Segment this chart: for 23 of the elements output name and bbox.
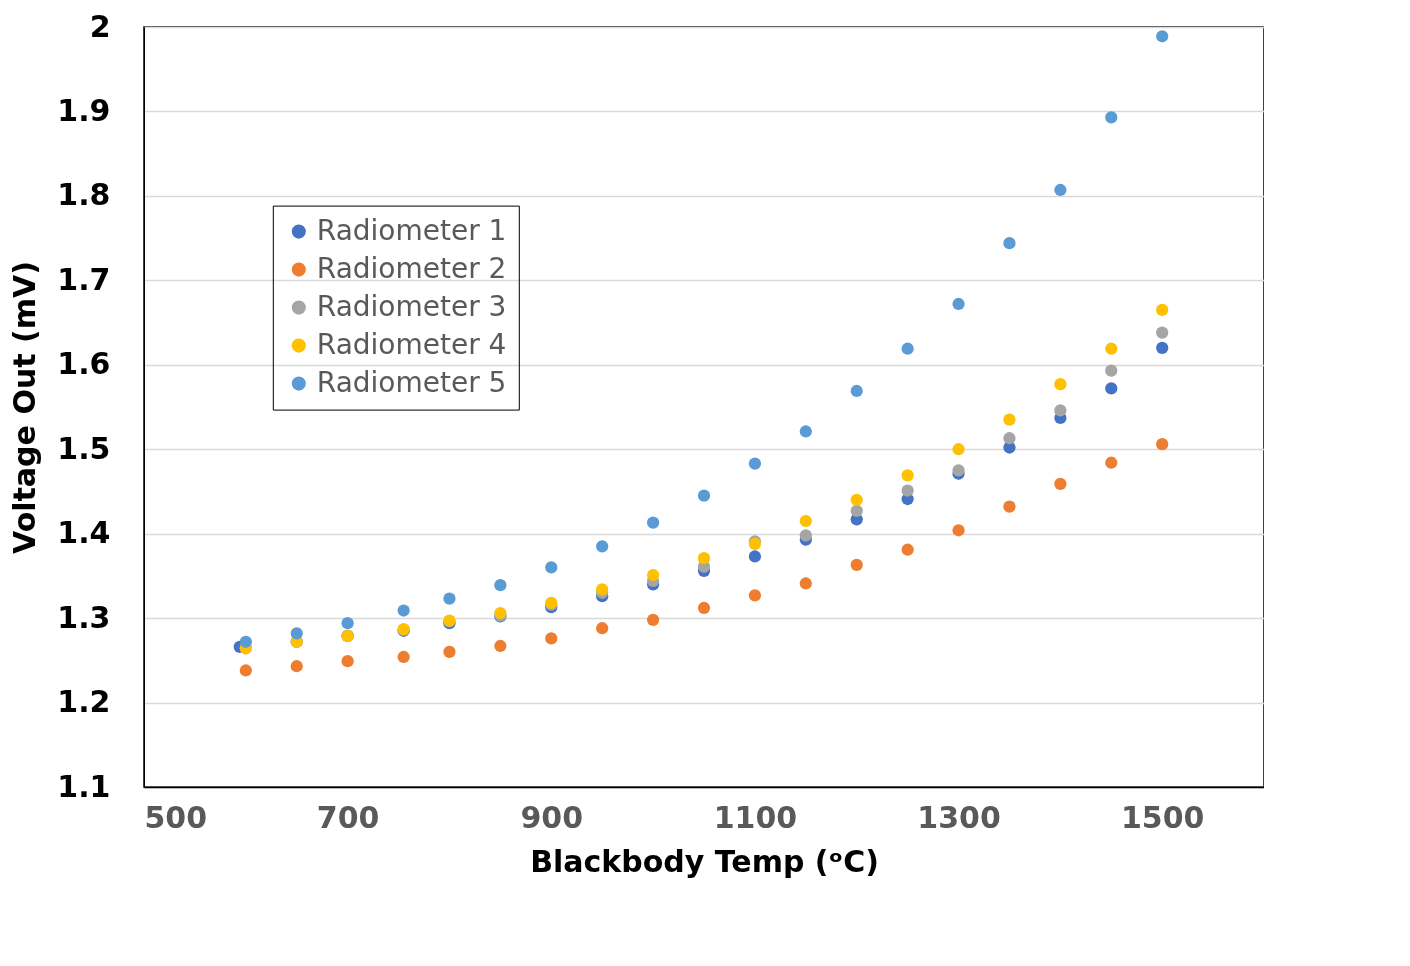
x-tick-label: 900 (520, 799, 584, 835)
y-tick-label: 1.5 (57, 430, 111, 466)
y-tick-label: 1.1 (57, 768, 111, 804)
legend-label: Radiometer 3 (316, 289, 507, 323)
y-tick-label: 1.7 (57, 261, 111, 297)
y-tick-label: 1.9 (57, 92, 111, 128)
x-tick-label: 700 (316, 799, 380, 835)
x-tick-label: 1300 (917, 799, 1001, 835)
x-tick-label: 500 (144, 799, 208, 835)
x-tick-label: 1100 (713, 799, 798, 835)
legend-label: Radiometer 4 (316, 327, 507, 361)
legend-label: Radiometer 1 (316, 213, 507, 247)
y-tick-label: 1.8 (57, 177, 111, 213)
y-tick-label: 2 (89, 8, 111, 44)
x-axis-title: Blackbody Temp (ᵒC) (530, 843, 879, 879)
y-axis-title: Voltage Out (mV) (7, 261, 43, 554)
legend-label: Radiometer 5 (316, 365, 507, 399)
y-tick-label: 1.3 (57, 599, 111, 635)
y-tick-label: 1.6 (57, 346, 111, 382)
y-tick-label: 1.2 (57, 684, 111, 720)
x-tick-label: 1500 (1120, 799, 1205, 835)
y-tick-label: 1.4 (57, 515, 111, 551)
legend-label: Radiometer 2 (316, 251, 507, 285)
